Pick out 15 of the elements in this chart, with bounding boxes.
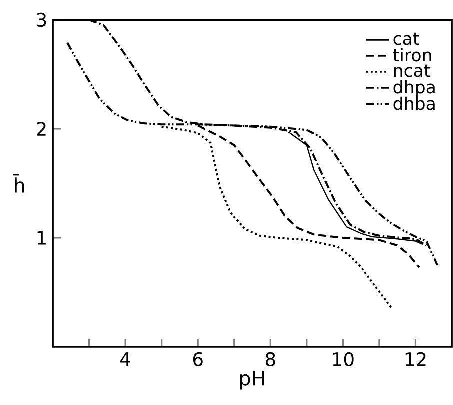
x-tick-label: 10 <box>333 352 354 367</box>
legend-label: dhba <box>394 96 435 110</box>
y-tick-label: 3 <box>37 12 46 28</box>
x-tick-label: 12 <box>406 352 426 366</box>
y-axis-title: h̄ <box>13 174 24 193</box>
y-tick-label: 1 <box>38 231 46 245</box>
legend-label: ncat <box>394 64 430 78</box>
legend-label: cat <box>394 32 420 46</box>
legend-label: dhpa <box>394 80 435 98</box>
x-tick-label: 8 <box>266 352 276 367</box>
y-tick-label: 2 <box>37 122 46 136</box>
x-axis-title: pH <box>240 370 264 390</box>
x-tick-label: 6 <box>193 352 203 367</box>
x-tick-label: 4 <box>120 352 130 366</box>
legend-label: tiron <box>393 48 432 62</box>
